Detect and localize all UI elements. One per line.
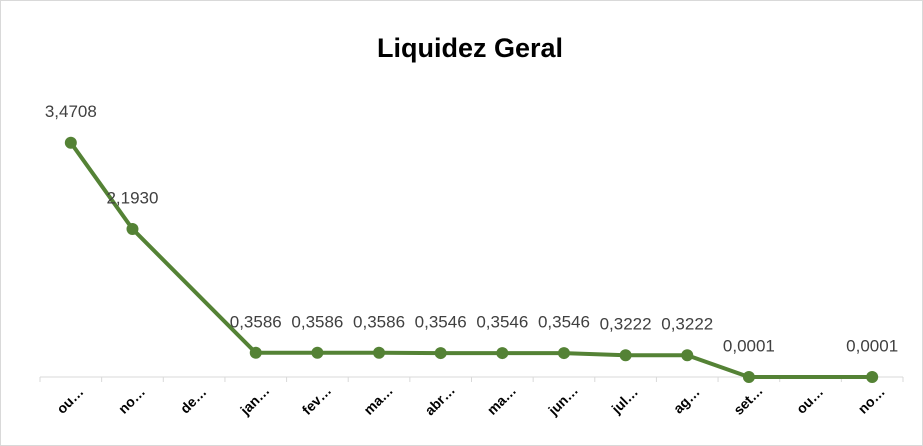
data-point	[373, 346, 386, 359]
data-point	[681, 349, 694, 362]
series-line	[69, 141, 873, 379]
data-label: 0,3586	[353, 312, 405, 331]
data-label: 2,1930	[106, 188, 158, 207]
data-label: 3,4708	[45, 102, 97, 121]
data-label: 0,3546	[415, 313, 467, 332]
data-point	[619, 349, 632, 362]
data-label: 0,3222	[661, 315, 713, 334]
data-point	[249, 346, 262, 359]
data-point	[496, 347, 509, 360]
data-point	[742, 370, 755, 383]
data-label: 0,3546	[476, 313, 528, 332]
data-label: 0,3586	[291, 312, 343, 331]
data-point	[557, 347, 570, 360]
data-label: 0,3546	[538, 313, 590, 332]
data-point	[434, 347, 447, 360]
data-label: 0,0001	[846, 336, 898, 355]
data-point	[866, 370, 879, 383]
data-label: 0,3586	[230, 312, 282, 331]
data-point	[64, 136, 77, 149]
data-point	[311, 346, 324, 359]
chart-title: Liquidez Geral	[377, 33, 563, 63]
data-point	[126, 222, 139, 235]
data-label: 0,0001	[723, 336, 775, 355]
data-label: 0,3222	[600, 315, 652, 334]
